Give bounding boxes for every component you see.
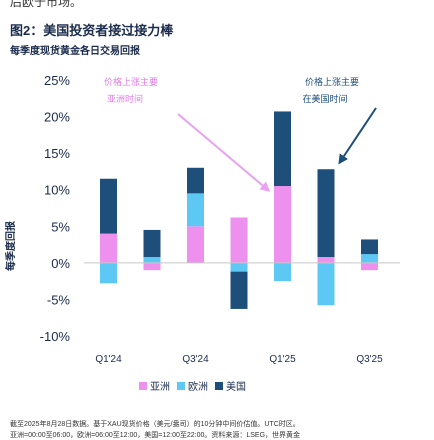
annotation-arrow-left — [177, 113, 271, 192]
x-axis-ticks: Q1'24 Q3'24 Q1'25 Q3'25 — [95, 354, 383, 365]
x-tick-label: Q1'24 — [95, 354, 122, 365]
legend-swatch-europe — [177, 382, 185, 390]
legend-swatch-us — [215, 382, 223, 390]
footer-note-2: 亚洲=00:00至06:00，欧洲=06:00至12:00，美国=12:00至2… — [10, 432, 301, 439]
legend-swatch-asia — [139, 382, 147, 390]
figure-subtitle: 每季度现货黄金各日交易回报 — [10, 46, 140, 57]
legend-label-us: 美国 — [226, 380, 246, 393]
bar-segment — [143, 257, 161, 263]
bar-segment — [187, 167, 204, 194]
bar-segment — [317, 257, 335, 263]
x-tick-label: Q1'25 — [269, 354, 296, 365]
bar-segment — [317, 169, 335, 258]
y-tick-label: 15% — [44, 146, 70, 161]
bar-segment — [274, 111, 291, 187]
x-tick-label: Q3'25 — [356, 354, 383, 365]
annotation-left-line1: 价格上涨主要 — [104, 76, 158, 87]
y-tick-label: 20% — [44, 110, 70, 125]
y-axis-label: 每季度回报 — [4, 221, 17, 271]
y-tick-label: 5% — [51, 219, 70, 234]
bar-segment — [100, 262, 117, 284]
bar-segment — [100, 233, 117, 263]
y-tick-label: 10% — [44, 183, 70, 198]
bar-segment — [274, 262, 291, 282]
bar-segment — [143, 229, 161, 258]
bar-segment — [143, 262, 161, 271]
annotation-right-line2: 在美国时间 — [302, 93, 347, 104]
y-tick-label: -10% — [40, 329, 71, 344]
bar-segment — [187, 226, 204, 263]
bar-segment — [100, 178, 117, 234]
legend: 亚洲 欧洲 美国 — [139, 380, 246, 393]
bar-segment — [361, 239, 378, 255]
y-axis-ticks: -10% -5% 0% 5% 10% 15% 20% 25% — [40, 73, 71, 344]
legend-label-asia: 亚洲 — [150, 381, 170, 393]
bar-segment — [230, 217, 248, 263]
bars-group — [100, 111, 378, 309]
y-tick-label: -5% — [47, 292, 71, 307]
bar-segment — [361, 262, 378, 271]
figure-title: 图2：美国投资者接过接力棒 — [10, 23, 174, 38]
truncated-text-line: 后欧于市场。 — [10, 0, 83, 9]
footer-note: 截至2025年8月28日数据。基于XAU现货价格（美元/盎司）的10分钟中间价估… — [10, 421, 300, 428]
x-tick-label: Q3'24 — [182, 354, 209, 365]
legend-label-europe: 欧洲 — [188, 381, 208, 393]
bar-segment — [317, 262, 335, 306]
bar-segment — [230, 271, 248, 309]
annotation-left-line2: 亚洲时间 — [107, 93, 143, 104]
y-tick-label: 0% — [51, 256, 70, 271]
y-tick-label: 25% — [44, 73, 70, 88]
annotation-right-line1: 价格上涨主要 — [305, 76, 359, 87]
bar-segment — [274, 186, 291, 263]
bar-segment — [230, 262, 248, 272]
bar-segment — [187, 193, 204, 227]
bar-segment — [361, 254, 378, 263]
annotation-arrow-right — [338, 107, 377, 165]
